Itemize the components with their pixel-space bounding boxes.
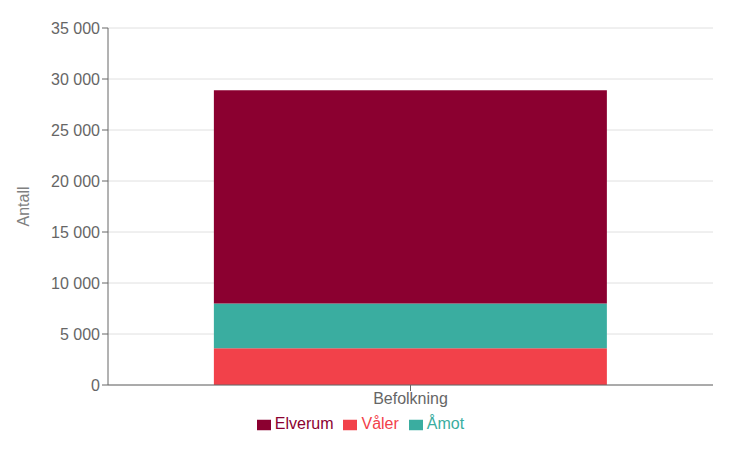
svg-text:5 000: 5 000 xyxy=(60,326,100,343)
svg-text:0: 0 xyxy=(91,377,100,394)
svg-text:Befolkning: Befolkning xyxy=(373,390,448,407)
svg-text:10 000: 10 000 xyxy=(51,275,100,292)
html-text:Åmot: Åmot xyxy=(426,415,465,432)
svg-text:15 000: 15 000 xyxy=(51,224,100,241)
html-text:Våler: Våler xyxy=(361,415,399,432)
svg-text:Antall: Antall xyxy=(15,186,32,226)
svg-text:20 000: 20 000 xyxy=(51,173,100,190)
svg-text:35 000: 35 000 xyxy=(51,20,100,37)
svg-text:30 000: 30 000 xyxy=(51,71,100,88)
svg-text:25 000: 25 000 xyxy=(51,122,100,139)
html-text:Elverum: Elverum xyxy=(274,415,334,432)
